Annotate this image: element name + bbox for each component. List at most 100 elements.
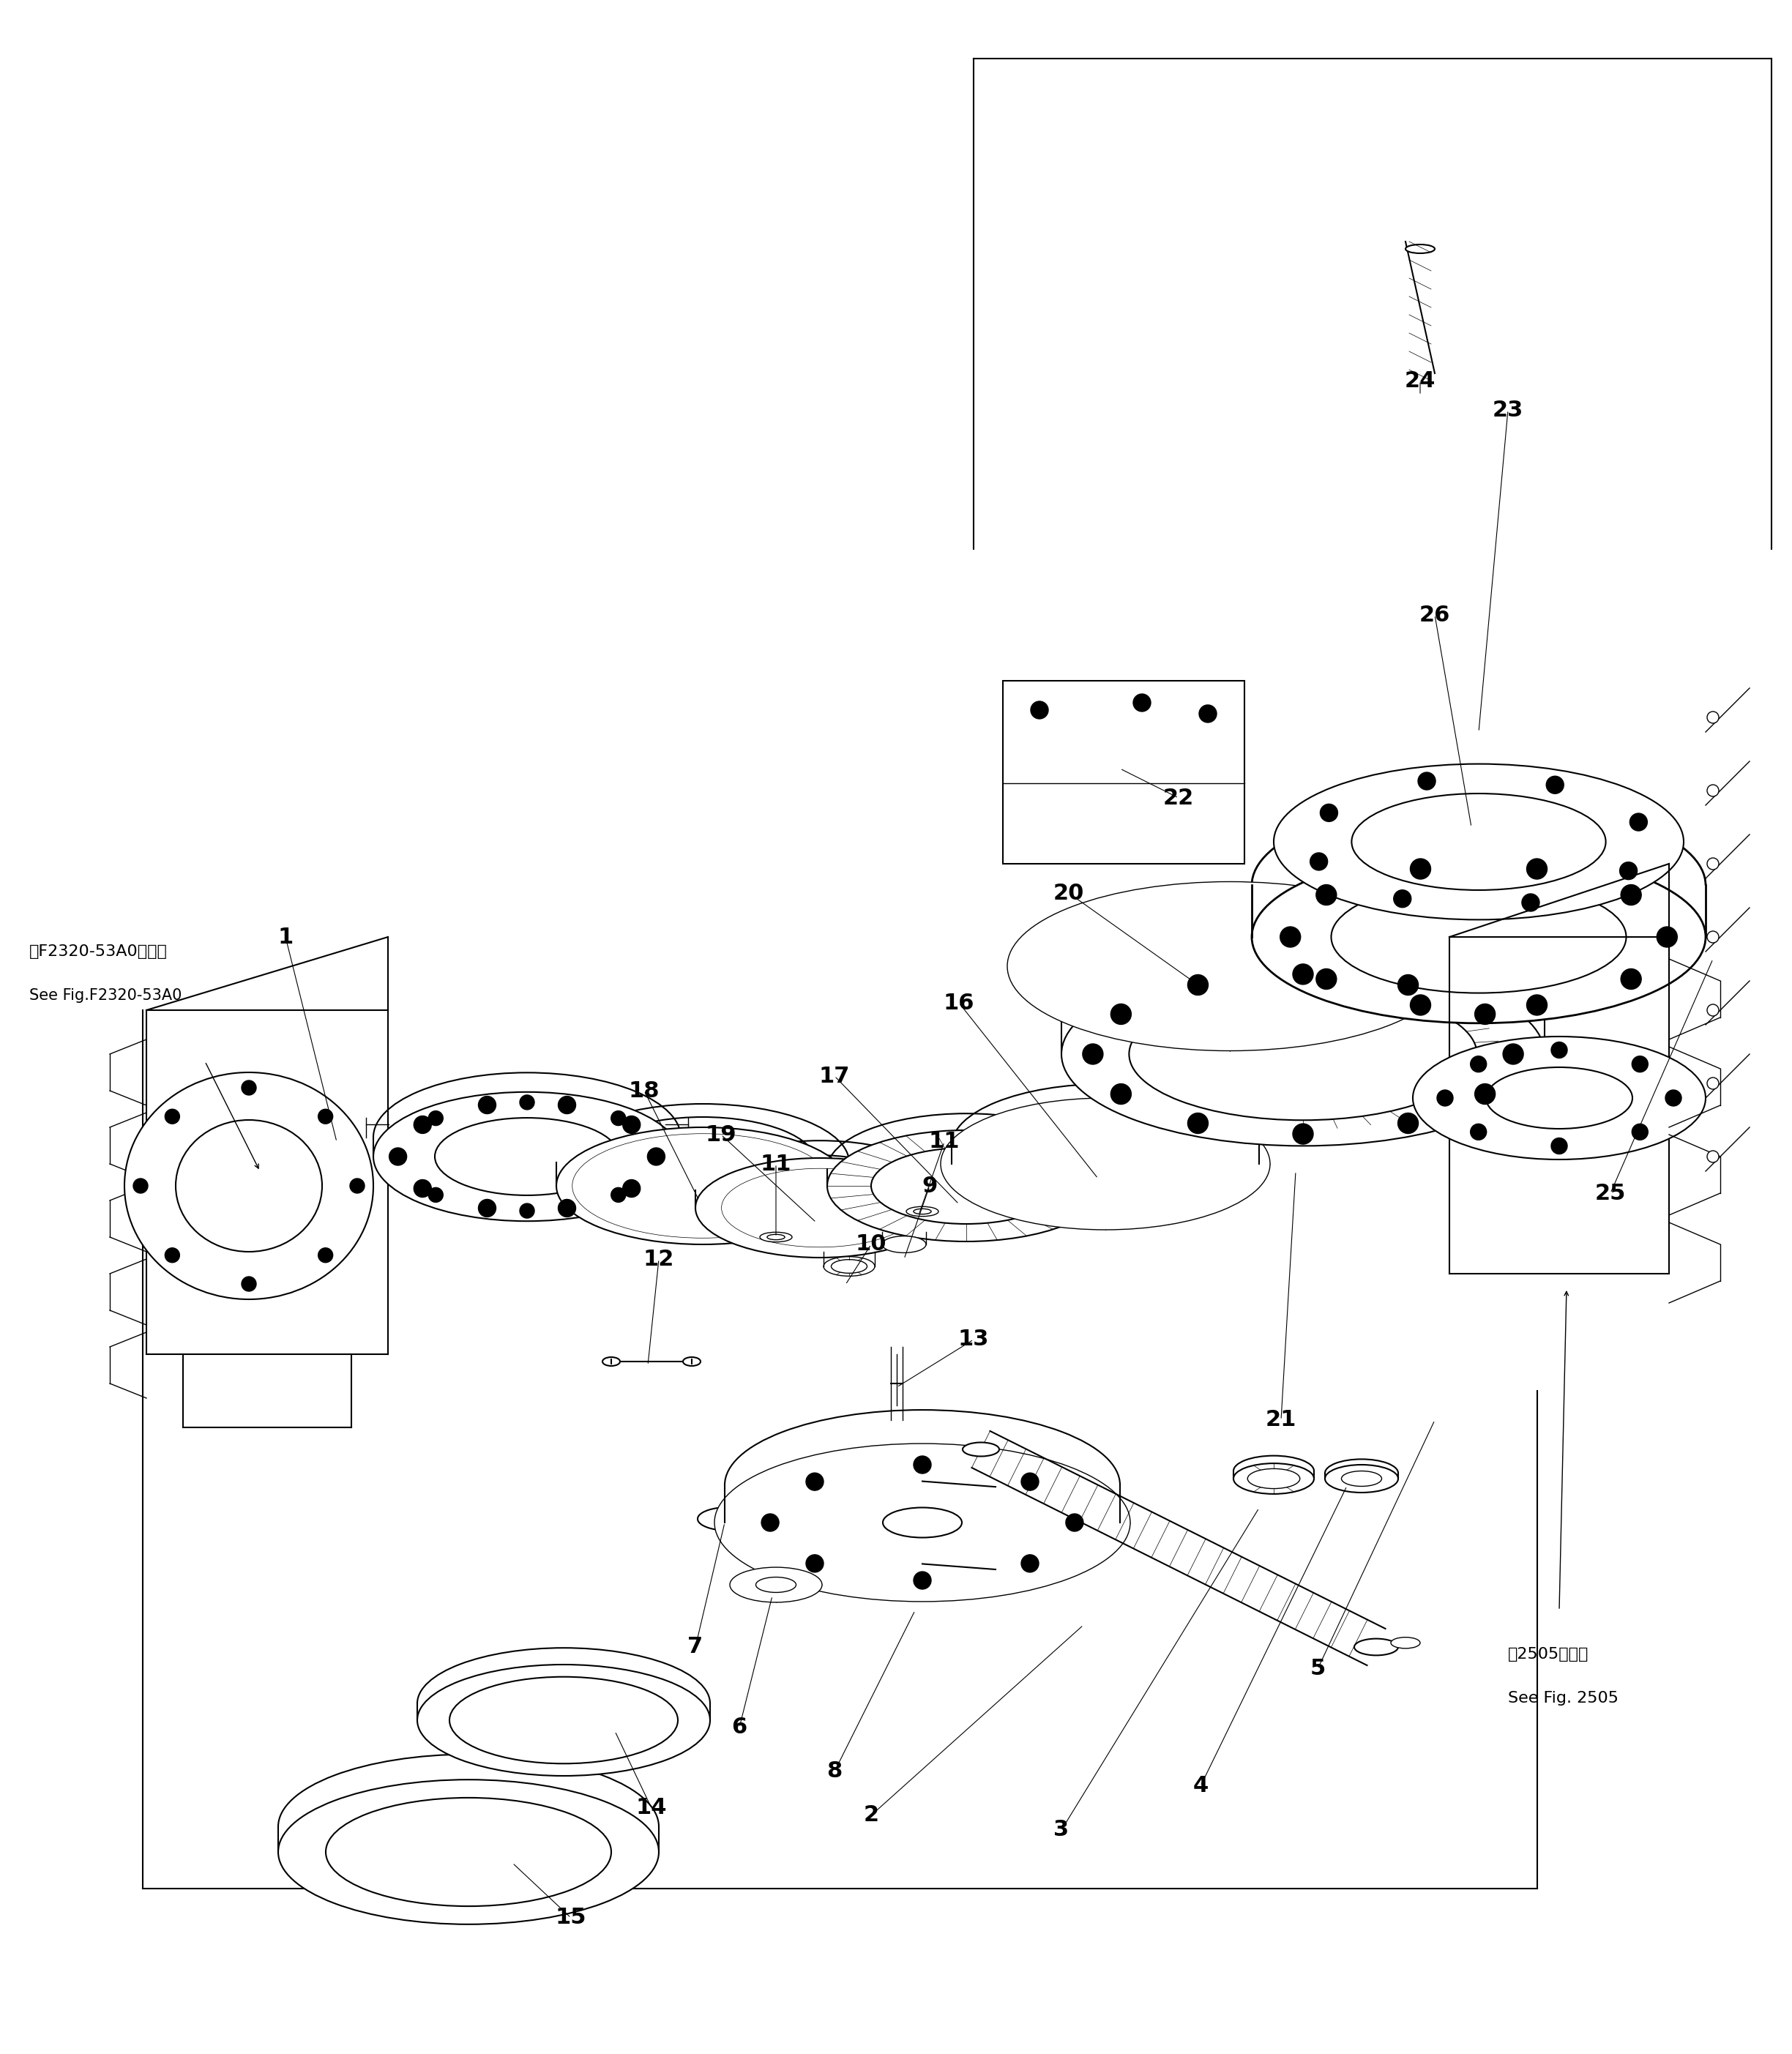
- Circle shape: [1527, 994, 1546, 1015]
- Circle shape: [1620, 969, 1641, 990]
- Ellipse shape: [1091, 914, 1367, 1019]
- Circle shape: [1321, 803, 1337, 822]
- Ellipse shape: [722, 1169, 918, 1247]
- Circle shape: [1394, 889, 1410, 908]
- Ellipse shape: [767, 1234, 785, 1241]
- Circle shape: [1066, 1514, 1084, 1532]
- Circle shape: [1708, 930, 1719, 943]
- Circle shape: [762, 1514, 780, 1532]
- Ellipse shape: [1253, 850, 1706, 1023]
- Circle shape: [1292, 1124, 1314, 1144]
- Circle shape: [1633, 1124, 1649, 1140]
- Circle shape: [1417, 772, 1435, 791]
- Text: 24: 24: [1405, 370, 1435, 390]
- Circle shape: [1021, 1473, 1039, 1491]
- Circle shape: [1398, 1113, 1417, 1134]
- Circle shape: [1133, 694, 1150, 711]
- Circle shape: [914, 1456, 932, 1473]
- Text: 4: 4: [1193, 1775, 1208, 1797]
- Text: 20: 20: [1054, 883, 1084, 904]
- Circle shape: [1279, 926, 1301, 947]
- Text: 1: 1: [278, 926, 294, 947]
- Circle shape: [349, 1179, 364, 1193]
- Circle shape: [624, 1179, 640, 1197]
- Text: 3: 3: [1054, 1820, 1070, 1840]
- Ellipse shape: [373, 1093, 681, 1222]
- Text: 第2505図参照: 第2505図参照: [1509, 1647, 1590, 1662]
- Text: 15: 15: [556, 1908, 586, 1929]
- Ellipse shape: [1342, 1471, 1382, 1487]
- Ellipse shape: [831, 1259, 867, 1273]
- Text: 26: 26: [1419, 604, 1450, 626]
- Circle shape: [806, 1473, 824, 1491]
- Text: 第F2320-53A0図参照: 第F2320-53A0図参照: [29, 945, 167, 959]
- Circle shape: [1410, 859, 1430, 879]
- Text: 22: 22: [1163, 787, 1193, 809]
- Circle shape: [1410, 994, 1430, 1015]
- Ellipse shape: [584, 1138, 823, 1234]
- Ellipse shape: [883, 1508, 962, 1538]
- Ellipse shape: [579, 1136, 828, 1237]
- Circle shape: [611, 1187, 625, 1202]
- Circle shape: [1471, 1056, 1487, 1072]
- Circle shape: [806, 1555, 824, 1571]
- Text: 21: 21: [1265, 1409, 1297, 1432]
- Circle shape: [1708, 1004, 1719, 1017]
- Circle shape: [1620, 863, 1638, 879]
- Circle shape: [1633, 1056, 1649, 1072]
- Ellipse shape: [1324, 1465, 1398, 1493]
- Ellipse shape: [824, 1257, 874, 1276]
- Circle shape: [1315, 969, 1337, 990]
- Ellipse shape: [450, 1676, 677, 1764]
- Ellipse shape: [602, 1358, 620, 1366]
- Circle shape: [1665, 1091, 1681, 1105]
- Ellipse shape: [435, 1117, 620, 1195]
- Circle shape: [1437, 1091, 1453, 1105]
- Text: 8: 8: [826, 1760, 842, 1783]
- Circle shape: [1471, 1124, 1487, 1140]
- Ellipse shape: [124, 1072, 373, 1300]
- Text: 12: 12: [643, 1249, 674, 1269]
- Ellipse shape: [737, 1569, 815, 1600]
- Circle shape: [647, 1148, 665, 1165]
- Ellipse shape: [683, 1358, 701, 1366]
- Ellipse shape: [176, 1119, 323, 1251]
- Circle shape: [319, 1249, 333, 1263]
- Ellipse shape: [828, 1130, 1106, 1241]
- Text: 23: 23: [1493, 398, 1523, 421]
- Ellipse shape: [572, 1134, 833, 1239]
- Ellipse shape: [871, 1148, 1061, 1224]
- Text: 9: 9: [921, 1175, 937, 1197]
- Circle shape: [414, 1115, 432, 1134]
- Circle shape: [1708, 859, 1719, 869]
- Text: 13: 13: [959, 1329, 989, 1349]
- Circle shape: [1082, 1043, 1104, 1064]
- Ellipse shape: [760, 1232, 792, 1243]
- Ellipse shape: [941, 1099, 1271, 1230]
- Ellipse shape: [1331, 881, 1625, 992]
- Circle shape: [133, 1179, 149, 1193]
- Ellipse shape: [729, 1567, 823, 1602]
- Circle shape: [1552, 1041, 1568, 1058]
- Circle shape: [242, 1278, 256, 1292]
- Circle shape: [242, 1080, 256, 1095]
- Circle shape: [1552, 1138, 1568, 1154]
- Circle shape: [1315, 885, 1337, 906]
- Text: 16: 16: [943, 992, 975, 1013]
- Circle shape: [1708, 711, 1719, 723]
- Ellipse shape: [326, 1797, 611, 1906]
- Text: 19: 19: [706, 1124, 737, 1146]
- Text: 18: 18: [629, 1080, 659, 1101]
- Text: 14: 14: [636, 1797, 667, 1818]
- Circle shape: [478, 1097, 496, 1113]
- Circle shape: [1199, 705, 1217, 723]
- Text: 6: 6: [731, 1717, 747, 1738]
- Ellipse shape: [731, 1173, 909, 1243]
- Circle shape: [557, 1097, 575, 1113]
- Ellipse shape: [1351, 793, 1606, 889]
- Circle shape: [1658, 926, 1677, 947]
- Text: 25: 25: [1595, 1183, 1625, 1204]
- Circle shape: [1620, 885, 1641, 906]
- Ellipse shape: [695, 1158, 944, 1257]
- Text: 5: 5: [1310, 1658, 1326, 1680]
